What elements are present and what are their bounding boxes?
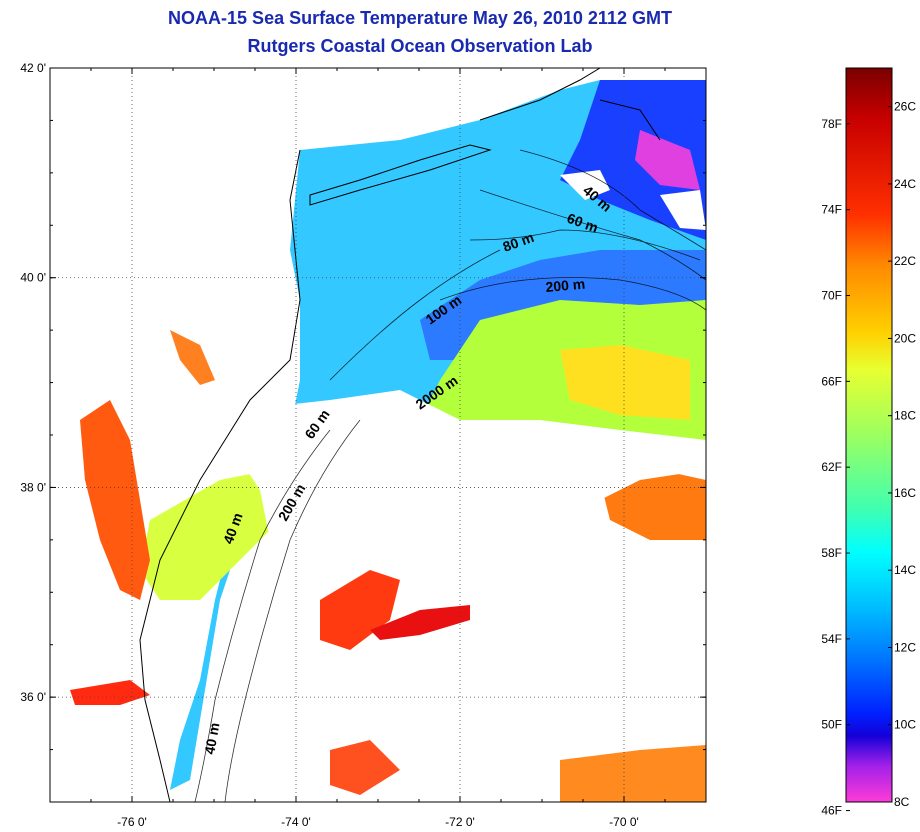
lat-tick-label: 36 0' (20, 690, 46, 704)
lat-tick-label: 42 0' (20, 61, 46, 75)
colorbar-fahrenheit-label: 58F (821, 546, 842, 560)
lon-tick-label: -70 0' (609, 815, 639, 829)
colorbar-fahrenheit-label: 78F (821, 117, 842, 131)
sst-magenta-pocket (635, 130, 700, 190)
sst-chesapeake-warm (80, 400, 150, 600)
sst-slope-yellow (560, 345, 690, 420)
isobath-200m (439, 277, 706, 311)
colorbar-celsius-label: 16C (894, 486, 916, 500)
colorbar-fahrenheit-label: 74F (821, 203, 842, 217)
sst-data-layer (70, 80, 706, 802)
coastline-main (139, 149, 301, 802)
isobath-label: 40 m (201, 721, 222, 755)
colorbar-fahrenheit-label: 70F (821, 288, 842, 302)
lat-tick-label: 38 0' (20, 480, 46, 494)
colorbar-ticks: 26C 24C 22C 20C 18C 16C 14C 12C 10C 8C 78F 74F 70F 66… (821, 100, 916, 818)
sst-gulfstream-patch-1 (320, 570, 400, 650)
new-england-coast (479, 68, 661, 141)
lat-tick-label: 40 0' (20, 271, 46, 285)
cloud-mask-northeast-2 (660, 190, 706, 230)
isobath-shelf-south (194, 429, 331, 802)
sst-southeast-patch (560, 745, 706, 802)
map-title: NOAA-15 Sea Surface Temperature May 26, … (168, 8, 672, 28)
cloud-mask-northeast (560, 170, 610, 200)
lon-tick-label: -76 0' (117, 815, 147, 829)
colorbar-celsius-label: 20C (894, 331, 916, 345)
colorbar (845, 67, 893, 803)
colorbar-celsius-label: 10C (894, 718, 916, 732)
isobath-shelf-north (329, 249, 501, 381)
colorbar-celsius-label: 14C (894, 563, 916, 577)
colorbar-celsius-label: 26C (894, 100, 916, 114)
colorbar-celsius-label: 8C (894, 795, 910, 809)
sst-delaware-bay-warm (170, 330, 215, 385)
sst-south-patch (330, 740, 400, 795)
colorbar-celsius-label: 24C (894, 177, 916, 191)
colorbar-fahrenheit-label: 54F (821, 632, 842, 646)
coastline (139, 68, 661, 802)
sst-pamlico-warm (70, 680, 150, 705)
colorbar-celsius-label: 22C (894, 254, 916, 268)
sst-gulfstream-patch-2 (370, 605, 470, 640)
isobath-60m (479, 189, 706, 281)
colorbar-fahrenheit-label: 66F (821, 374, 842, 388)
lon-tick-label: -72 0' (445, 815, 475, 829)
isobath-lines (194, 149, 706, 802)
isobath-slope-south (224, 419, 361, 802)
colorbar-celsius-label: 12C (894, 640, 916, 654)
colorbar-celsius-label: 18C (894, 409, 916, 423)
colorbar-fahrenheit-label: 50F (821, 718, 842, 732)
colorbar-fahrenheit-label: 46F (821, 804, 842, 818)
isobath-label: 200 m (545, 276, 586, 295)
cloud-mask-central (240, 390, 706, 580)
long-island-outline (309, 144, 492, 206)
axis-ticks: -76 0' -74 0' -72 0' -70 0' 42 0' 40 0' 38 0' 3… (20, 61, 707, 829)
lon-tick-label: -74 0' (281, 815, 311, 829)
isobath-40m (519, 149, 706, 251)
colorbar-fahrenheit-label: 62F (821, 460, 842, 474)
cloud-mask-south (220, 640, 706, 740)
map-subtitle: Rutgers Coastal Ocean Observation Lab (247, 36, 593, 56)
sst-southern-shelf (140, 470, 300, 600)
isobath-80m (469, 229, 701, 261)
